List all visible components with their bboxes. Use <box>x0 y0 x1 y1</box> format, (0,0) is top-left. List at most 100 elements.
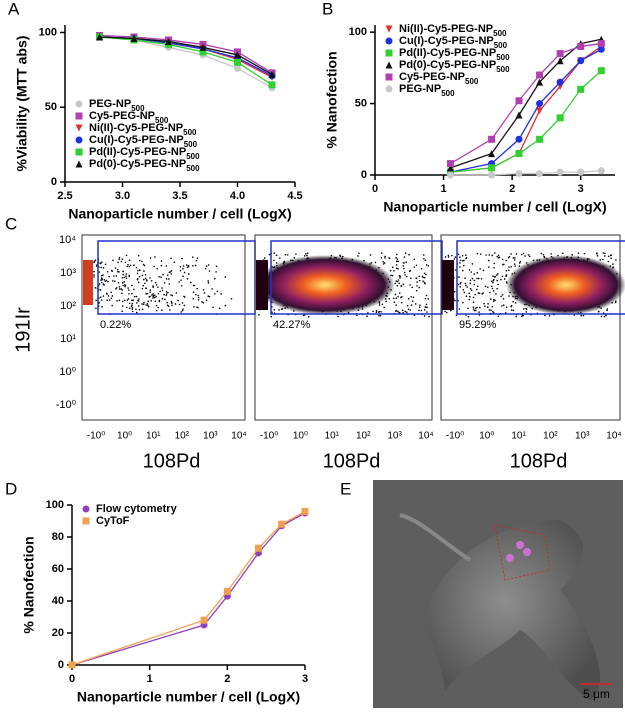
marker <box>301 507 309 515</box>
cell-dot <box>137 269 139 272</box>
cell-dot <box>453 290 456 293</box>
x-tick-label: -10⁰ <box>260 431 278 442</box>
marker <box>82 517 90 525</box>
x-tick-label: 10⁰ <box>293 431 308 442</box>
cell-dot <box>131 292 133 295</box>
cell-dot <box>520 253 523 256</box>
plot-frame <box>81 234 246 421</box>
plot-frame <box>254 234 433 421</box>
cell-dot <box>107 295 110 297</box>
cell-dot <box>218 307 221 310</box>
cell-dot <box>454 256 457 258</box>
cell-dot <box>193 284 196 287</box>
series-line <box>71 512 306 666</box>
cell-dot <box>388 257 390 259</box>
cell-dot <box>470 271 472 273</box>
cell-dot <box>405 311 408 313</box>
cell-dot <box>503 278 506 280</box>
cell-process <box>399 513 472 562</box>
legend-label: CyToF <box>96 515 130 527</box>
cell-dot <box>131 308 134 311</box>
cell-dot <box>112 280 114 282</box>
cell-dot <box>160 276 162 278</box>
cell-dot <box>397 260 400 263</box>
cell-dot <box>214 277 216 280</box>
cell-dot <box>308 315 310 318</box>
cell-dot <box>138 275 141 278</box>
cell-dot <box>180 311 183 313</box>
cell-dot <box>395 257 397 259</box>
legend-label: Cy5-PEG-NP500 <box>399 71 479 86</box>
marker <box>199 43 207 51</box>
cell-dot <box>138 308 141 311</box>
cell-dot <box>117 261 119 264</box>
cell-dot <box>495 293 497 295</box>
cell-dot <box>488 254 491 256</box>
y-tick-label: 50 <box>45 101 57 113</box>
cell-body <box>427 520 600 700</box>
cell-dot <box>205 299 208 301</box>
cell-dot <box>188 273 190 275</box>
cell-dot <box>383 306 385 309</box>
cell-dot <box>490 285 493 288</box>
cell-dot <box>110 269 113 272</box>
cell-dot <box>141 274 144 277</box>
cell-dot <box>374 261 377 264</box>
cell-dot <box>115 286 118 289</box>
marker <box>577 42 585 50</box>
cell-dot <box>183 296 186 298</box>
cell-dot <box>147 300 149 303</box>
cell-dot <box>542 253 545 256</box>
density-core <box>256 260 268 310</box>
legend-label: Flow cytometry <box>96 503 178 515</box>
cell-dot <box>121 300 124 303</box>
x-tick-label: -10⁰ <box>87 431 105 442</box>
cell-dot <box>447 254 450 257</box>
cell-dot <box>502 304 505 306</box>
cell-dot <box>94 259 97 262</box>
y-tick-label: 80 <box>52 531 64 543</box>
cell-dot <box>152 286 154 288</box>
cell-dot <box>170 269 173 272</box>
cell-dot <box>468 298 471 301</box>
cell-dot <box>408 253 410 256</box>
cell-dot <box>474 307 477 309</box>
cell-dot <box>612 263 614 265</box>
cell-dot <box>501 275 504 278</box>
cell-dot <box>155 304 158 307</box>
cell-dot <box>116 299 118 302</box>
cell-dot <box>100 281 103 284</box>
cell-dot <box>520 315 523 318</box>
cell-dot <box>161 287 163 289</box>
cell-dot <box>515 253 518 255</box>
cell-dot <box>463 291 466 294</box>
cell-dot <box>395 280 398 282</box>
cell-dot <box>144 282 146 285</box>
np-signal <box>516 541 524 549</box>
cell-dot <box>278 257 281 259</box>
cell-dot <box>403 267 405 270</box>
cell-dot <box>512 257 515 259</box>
cell-dot <box>179 269 182 272</box>
cell-dot <box>99 289 102 291</box>
cell-dot <box>472 308 475 310</box>
cell-dot <box>423 281 426 284</box>
cell-dot <box>458 308 461 310</box>
cell-dot <box>497 315 500 318</box>
x-tick-label: 1 <box>441 183 447 195</box>
cell-dot <box>202 301 205 304</box>
cell-dot <box>544 314 546 317</box>
cell-dot <box>303 254 306 257</box>
cell-dot <box>152 294 155 297</box>
cell-dot <box>110 291 112 294</box>
cell-dot <box>170 294 172 296</box>
cell-dot <box>162 273 164 276</box>
cell-dot <box>136 302 138 304</box>
cell-dot <box>154 256 156 258</box>
cell-dot <box>462 301 464 304</box>
cell-dot <box>476 277 478 280</box>
cell-dot <box>131 310 134 313</box>
cell-dot <box>480 277 483 280</box>
marker <box>165 37 172 45</box>
marker <box>488 164 496 172</box>
